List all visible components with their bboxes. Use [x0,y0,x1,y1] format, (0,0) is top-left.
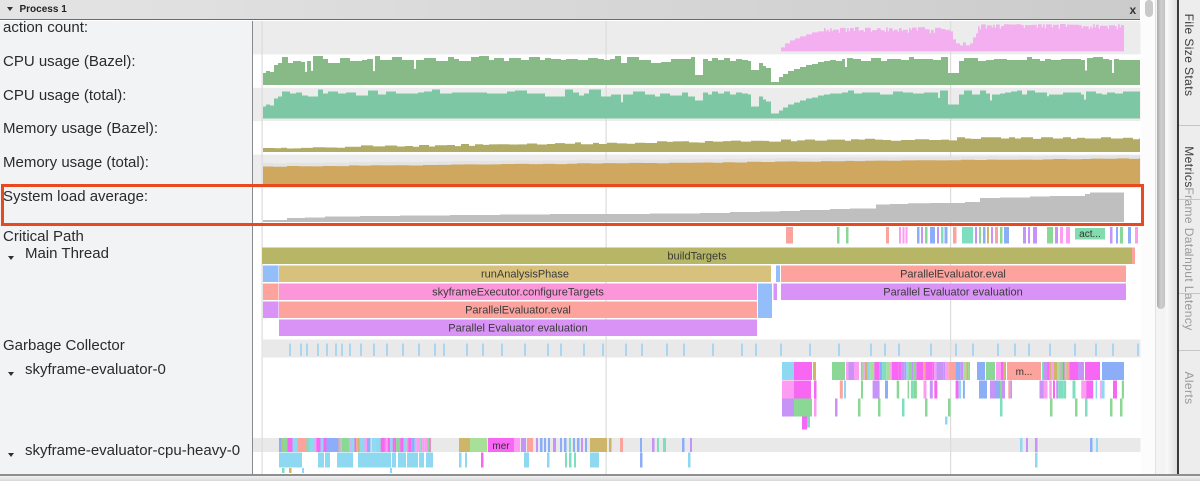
svg-text:act...: act... [1079,229,1101,240]
svg-text:m...: m... [1016,367,1033,378]
svg-text:Parallel Evaluator evaluation: Parallel Evaluator evaluation [883,287,1022,299]
svg-text:Parallel Evaluator evaluation: Parallel Evaluator evaluation [448,323,587,335]
svg-text:mer: mer [492,441,510,452]
svg-text:ParallelEvaluator.eval: ParallelEvaluator.eval [900,269,1006,281]
svg-text:runAnalysisPhase: runAnalysisPhase [481,269,569,281]
svg-text:ParallelEvaluator.eval: ParallelEvaluator.eval [465,305,571,317]
svg-text:skyframeExecutor.configureTarg: skyframeExecutor.configureTargets [432,287,604,299]
svg-text:buildTargets: buildTargets [667,251,727,263]
